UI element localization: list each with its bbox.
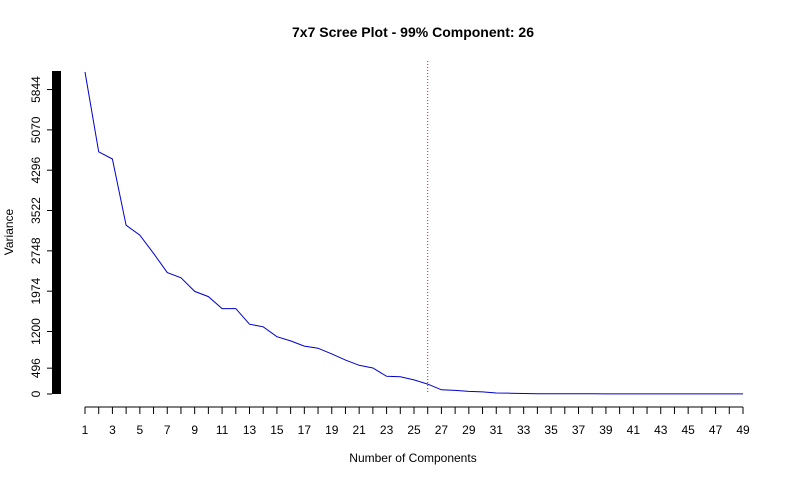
y-tick-label: 0 bbox=[29, 390, 43, 397]
x-tick-label: 17 bbox=[298, 423, 312, 437]
x-tick-label: 21 bbox=[352, 423, 366, 437]
x-tick-label: 35 bbox=[544, 423, 558, 437]
series-group bbox=[84, 71, 743, 395]
y-tick-label: 2748 bbox=[29, 237, 43, 264]
x-tick-label: 31 bbox=[490, 423, 504, 437]
y-tick-label: 3522 bbox=[29, 197, 43, 224]
y-tick-label: 4296 bbox=[29, 157, 43, 184]
x-tick-label: 39 bbox=[599, 423, 613, 437]
y-tick-label: 1974 bbox=[29, 277, 43, 304]
y-axis-label: Variance bbox=[2, 208, 16, 255]
x-axis: 1 3 5 7 9 11 13 15 17 19 21 23 25 27 29 31 33 35 37 39 41 43 4… bbox=[82, 406, 750, 437]
series-line bbox=[84, 71, 743, 395]
x-tick-label: 29 bbox=[462, 423, 476, 437]
x-tick-label: 37 bbox=[572, 423, 586, 437]
x-tick-label: 41 bbox=[627, 423, 641, 437]
x-tick-label: 9 bbox=[191, 423, 198, 437]
x-tick-label: 15 bbox=[270, 423, 284, 437]
y-tick-label: 1200 bbox=[29, 318, 43, 345]
x-tick-label: 33 bbox=[517, 423, 531, 437]
x-tick-label: 25 bbox=[407, 423, 421, 437]
x-tick-label: 1 bbox=[82, 423, 89, 437]
x-tick-label: 43 bbox=[654, 423, 668, 437]
x-axis-label: Number of Components bbox=[349, 451, 476, 465]
x-tick-label: 19 bbox=[325, 423, 339, 437]
y-tick-label: 496 bbox=[29, 358, 43, 378]
y-axis-bar bbox=[52, 71, 61, 394]
x-tick-label: 27 bbox=[435, 423, 449, 437]
y-tick-label: 5070 bbox=[29, 116, 43, 143]
x-tick-label: 47 bbox=[709, 423, 723, 437]
x-tick-label: 7 bbox=[164, 423, 171, 437]
x-tick-label: 5 bbox=[136, 423, 143, 437]
x-tick-label: 11 bbox=[216, 423, 229, 437]
x-tick-label: 13 bbox=[243, 423, 257, 437]
chart-title: 7x7 Scree Plot - 99% Component: 26 bbox=[292, 24, 534, 40]
x-tick-label: 45 bbox=[681, 423, 695, 437]
x-tick-label: 49 bbox=[736, 423, 750, 437]
x-tick-label: 23 bbox=[380, 423, 394, 437]
y-axis: 0 496 1200 1974 2748 3522 4296 5070 5844 bbox=[29, 71, 61, 397]
y-tick-label: 5844 bbox=[29, 76, 43, 103]
x-tick-label: 3 bbox=[109, 423, 116, 437]
